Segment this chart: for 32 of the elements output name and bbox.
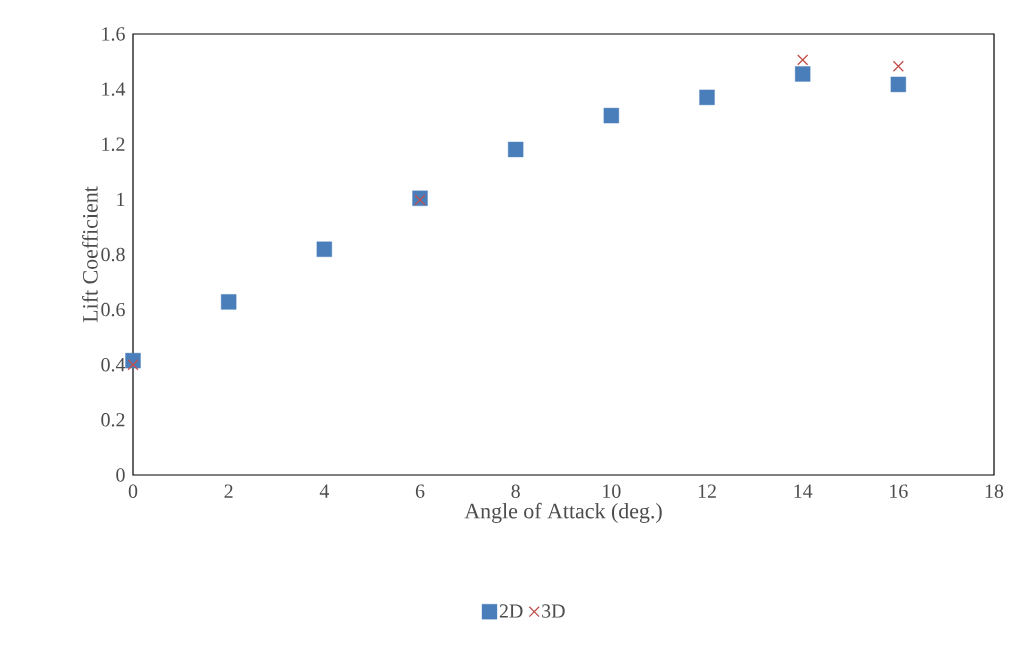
x-tick-label: 16 [890,484,908,498]
y-tick-label: 1 [117,192,125,206]
legend-label: 3D [542,604,565,618]
point [797,54,809,66]
point [699,89,715,106]
x-tick-label: 12 [698,484,716,498]
legend-label: 2D [499,604,523,618]
y-tick-label: 1.2 [102,137,125,151]
y-tick-label: 1.6 [102,27,125,41]
x-tick-label: 14 [794,484,813,498]
x-tick-label: 0 [128,484,138,498]
y-axis-title: Lift Coefficient [82,186,98,323]
x-tick-label: 4 [319,484,330,498]
y-tick-label: 1.4 [102,82,126,96]
x-axis-title: Angle of Attack (deg.) [464,502,662,523]
point [316,241,333,257]
y-tick-label: 0.8 [101,247,125,262]
point [892,60,904,72]
x-tick-label: 8 [511,484,520,498]
point [603,107,620,124]
point [890,76,907,93]
x-tick-label: 10 [603,484,621,498]
y-tick-label: 0 [116,468,125,482]
point [795,66,811,82]
point [221,294,237,310]
y-tick-label: 0.4 [101,357,126,372]
x-tick-label: 2 [224,484,233,498]
point [508,141,524,158]
y-tick-label: 0.6 [101,302,125,317]
x-tick-label: 18 [985,484,1004,498]
y-tick-label: 0.2 [101,413,125,427]
x-tick-label: 6 [415,484,425,498]
